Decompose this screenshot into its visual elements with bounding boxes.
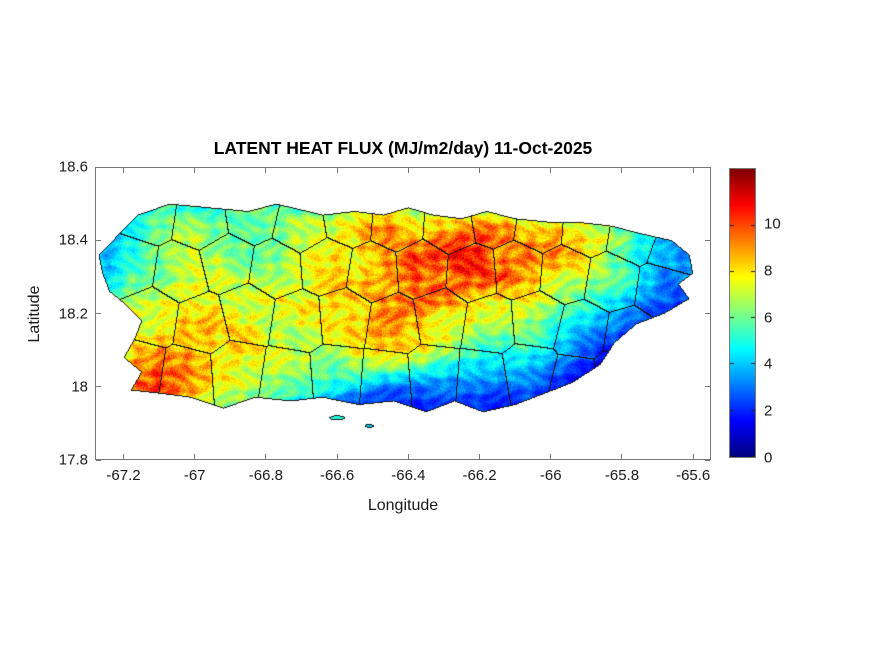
- x-tick-mark: [407, 454, 409, 459]
- x-tick-mark: [407, 168, 409, 173]
- x-tick-label: -65.6: [676, 467, 711, 484]
- x-tick-label: -66: [539, 467, 562, 484]
- colorbar-tick-label: 4: [764, 355, 773, 373]
- y-tick-mark: [705, 459, 710, 461]
- y-tick-label: 17.8: [58, 451, 88, 469]
- colorbar-tick-label: 6: [764, 309, 773, 327]
- colorbar-canvas: [730, 169, 755, 457]
- x-tick-mark: [621, 454, 623, 459]
- x-tick-label: -67: [183, 467, 206, 484]
- colorbar-tick-label: 0: [764, 449, 773, 467]
- x-tick-label: -66.6: [320, 467, 355, 484]
- y-tick-mark: [705, 386, 710, 388]
- y-tick-mark: [705, 239, 710, 241]
- y-tick-label: 18: [71, 378, 88, 396]
- x-tick-mark: [122, 454, 124, 459]
- colorbar-tick-label: 8: [764, 262, 773, 280]
- y-tick-label: 18.6: [58, 158, 88, 176]
- x-tick-mark: [336, 168, 338, 173]
- colorbar-tick-label: 2: [764, 402, 773, 420]
- y-tick-mark: [96, 313, 101, 314]
- y-axis-label: Latitude: [26, 285, 43, 343]
- x-tick-label: -66.8: [248, 467, 284, 484]
- y-tick-label: 18.4: [58, 231, 88, 249]
- heatmap-canvas: [95, 167, 711, 460]
- x-tick-mark: [479, 168, 481, 173]
- chart-title: LATENT HEAT FLUX (MJ/m2/day) 11-Oct-2025: [213, 138, 593, 158]
- x-tick-mark: [336, 454, 338, 459]
- y-tick-mark: [705, 166, 710, 168]
- y-tick-label: 18.2: [58, 305, 88, 322]
- colorbar: [729, 168, 756, 458]
- x-tick-label: -66.2: [462, 467, 497, 484]
- x-tick-mark: [265, 168, 267, 173]
- y-tick-mark: [96, 239, 101, 241]
- x-tick-label: -66.4: [391, 467, 426, 484]
- x-tick-mark: [692, 168, 694, 173]
- x-tick-mark: [621, 168, 623, 173]
- x-tick-mark: [194, 454, 196, 459]
- x-tick-mark: [122, 168, 124, 173]
- x-tick-mark: [265, 454, 267, 459]
- y-tick-mark: [96, 166, 101, 168]
- x-tick-label: -67.2: [106, 467, 141, 484]
- x-tick-mark: [692, 454, 694, 459]
- y-tick-mark: [96, 459, 101, 461]
- x-axis-label: Longitude: [367, 497, 439, 514]
- x-tick-mark: [479, 454, 481, 459]
- y-tick-mark: [96, 386, 101, 388]
- x-tick-label: -65.8: [604, 467, 640, 484]
- x-tick-mark: [194, 168, 196, 173]
- colorbar-tick-label: 10: [764, 215, 781, 233]
- x-tick-mark: [550, 454, 552, 459]
- x-tick-mark: [550, 168, 552, 173]
- y-tick-mark: [705, 313, 710, 314]
